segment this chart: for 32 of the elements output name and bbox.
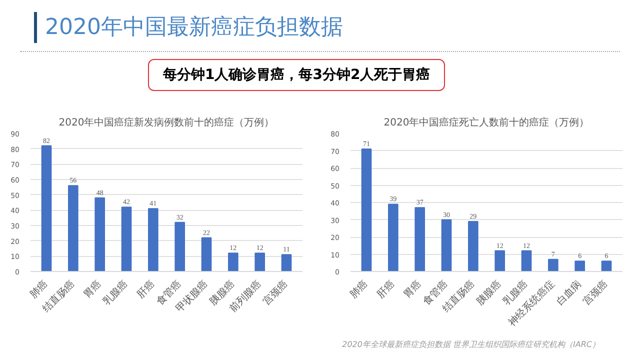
bar <box>494 250 505 272</box>
x-tick-label: 肺癌 <box>28 278 50 301</box>
text: 每分钟1人确诊胃癌，每3分钟2人死于胃癌 <box>148 59 446 92</box>
bar <box>281 254 292 272</box>
bar <box>574 260 585 272</box>
x-tick-label: 胃癌 <box>401 278 424 301</box>
x-tick-label: 肝癌 <box>134 278 158 301</box>
x-tick-label: 肺癌 <box>348 278 370 301</box>
bar <box>414 207 425 272</box>
bar <box>148 208 158 272</box>
x-tick-label: 乳腺癌 <box>100 278 130 308</box>
bar <box>361 148 372 272</box>
bar <box>601 260 612 272</box>
bar <box>388 204 398 272</box>
x-tick-label: 宫颈癌 <box>260 278 290 308</box>
chart-title: 2020年中国癌症死亡人数前十的癌症（万例） <box>384 116 590 128</box>
bar <box>201 237 212 272</box>
bar <box>548 258 558 272</box>
bar <box>521 250 532 272</box>
bar <box>121 206 132 272</box>
bar <box>468 220 478 272</box>
bar <box>94 197 105 272</box>
chart-title: 2020年中国癌症新发病例数前十的癌症（万例） <box>58 116 274 128</box>
bar <box>441 219 452 272</box>
text: 2020年全球最新癌症负担数据 世界卫生组织国际癌症研究机构（IARC） <box>341 339 600 350</box>
text: 2020年中国最新癌症负担数据 <box>34 12 640 44</box>
x-tick-label: 肝癌 <box>374 278 398 301</box>
bar <box>174 222 185 272</box>
bar <box>68 185 78 272</box>
bar <box>41 145 52 272</box>
bar <box>228 252 238 272</box>
bar <box>254 252 265 272</box>
